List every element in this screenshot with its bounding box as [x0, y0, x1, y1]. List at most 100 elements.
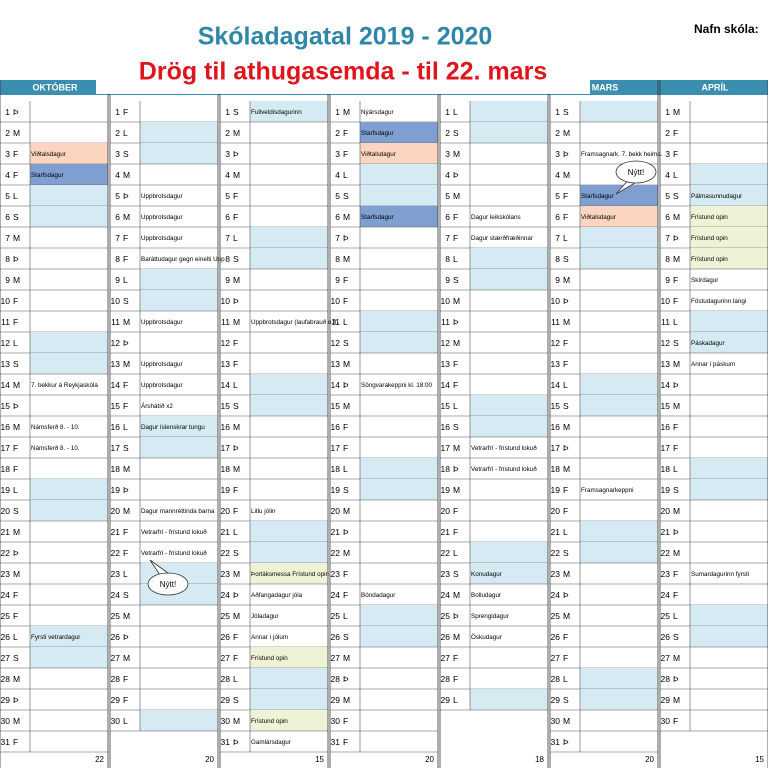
day-number: 10: [331, 296, 341, 306]
day-note-cell: [690, 479, 768, 500]
day-number: 22: [551, 548, 561, 558]
day-number: 21: [111, 527, 121, 537]
day-number: 22: [221, 548, 231, 558]
day-note-cell: [580, 101, 658, 122]
weekday: M: [233, 569, 240, 579]
weekday: Þ: [123, 485, 129, 495]
day-number: 5: [225, 191, 230, 201]
day-note: Dagur mannréttinda barna: [141, 508, 215, 515]
weekday: M: [673, 695, 680, 705]
weekday: M: [123, 317, 130, 327]
day-note-cell: [250, 101, 328, 122]
weekday: S: [123, 296, 129, 306]
weekday: L: [13, 632, 18, 642]
weekday: S: [123, 149, 129, 159]
weekday: Þ: [453, 611, 459, 621]
day-number: 2: [445, 128, 450, 138]
day-number: 2: [665, 128, 670, 138]
day-number: 14: [221, 380, 231, 390]
weekday: F: [673, 716, 678, 726]
weekday: L: [673, 611, 678, 621]
day-number: 15: [551, 401, 561, 411]
weekday: M: [563, 464, 570, 474]
month-header: APRÍL: [702, 82, 730, 92]
day-note-cell: [250, 563, 328, 584]
day-note-cell: [690, 626, 768, 647]
day-note: Fyrsti vetrardagur: [31, 634, 80, 641]
day-number: 22: [441, 548, 451, 558]
day-number: 16: [441, 422, 451, 432]
day-number: 17: [441, 443, 451, 453]
weekday: F: [343, 296, 348, 306]
day-number: 18: [111, 464, 121, 474]
weekday: M: [123, 506, 130, 516]
weekday: Þ: [343, 380, 349, 390]
weekday: M: [233, 170, 240, 180]
weekday: M: [563, 569, 570, 579]
weekday: F: [233, 359, 238, 369]
day-number: 5: [665, 191, 670, 201]
callout-text: Nýtt!: [160, 580, 176, 589]
day-note: Gamlársdagur: [251, 739, 291, 746]
day-number: 2: [335, 128, 340, 138]
weekday: S: [233, 401, 239, 411]
day-number: 26: [221, 632, 231, 642]
day-number: 31: [551, 737, 561, 747]
weekday: S: [233, 548, 239, 558]
weekday: F: [13, 443, 18, 453]
day-number: 1: [555, 107, 560, 117]
day-number: 26: [331, 632, 341, 642]
day-number: 13: [661, 359, 671, 369]
day-note-cell: [580, 185, 658, 206]
weekday: S: [453, 275, 459, 285]
weekday: F: [673, 275, 678, 285]
day-note: Frístund opin: [251, 655, 288, 662]
weekday: M: [563, 170, 570, 180]
weekday: M: [343, 359, 350, 369]
day-number: 19: [661, 485, 671, 495]
day-note: Litlu jólin: [251, 508, 276, 515]
day-note-cell: [30, 143, 108, 164]
day-number: 5: [335, 191, 340, 201]
day-note-cell: [470, 395, 548, 416]
weekday: M: [13, 674, 20, 684]
day-note: Framsagnarkeppni: [581, 487, 634, 494]
day-number: 12: [111, 338, 121, 348]
day-note: Frístund opin: [691, 256, 728, 263]
weekday: F: [343, 716, 348, 726]
day-note: Bóndadagur: [361, 592, 395, 599]
day-note-cell: [30, 479, 108, 500]
day-number: 23: [111, 569, 121, 579]
day-note-cell: [470, 689, 548, 710]
day-number: 7: [225, 233, 230, 243]
day-number: 12: [331, 338, 341, 348]
weekday: F: [563, 485, 568, 495]
day-number: 20: [221, 506, 231, 516]
day-number: 10: [551, 296, 561, 306]
weekday: F: [123, 401, 128, 411]
day-note-cell: [470, 122, 548, 143]
day-note-cell: [30, 353, 108, 374]
day-number: 21: [551, 527, 561, 537]
weekday: L: [343, 611, 348, 621]
day-number: 11: [221, 317, 230, 327]
day-number: 29: [221, 695, 231, 705]
day-number: 4: [665, 170, 670, 180]
weekday: M: [13, 569, 20, 579]
day-number: 3: [665, 149, 670, 159]
day-note-cell: [580, 668, 658, 689]
day-number: 24: [111, 590, 121, 600]
weekday: L: [123, 128, 128, 138]
weekday: M: [123, 653, 130, 663]
day-note-cell: [250, 710, 328, 731]
day-number: 20: [1, 506, 11, 516]
day-note: Uppbrotsdagur: [141, 319, 183, 326]
day-number: 10: [221, 296, 231, 306]
day-note: Frístund opin: [691, 235, 728, 242]
weekday: M: [13, 275, 20, 285]
day-number: 28: [1, 674, 11, 684]
weekday: Þ: [233, 590, 239, 600]
day-note: Uppbrotsdagur (laufabrauð o.fl.: [251, 318, 338, 326]
day-number: 29: [331, 695, 341, 705]
